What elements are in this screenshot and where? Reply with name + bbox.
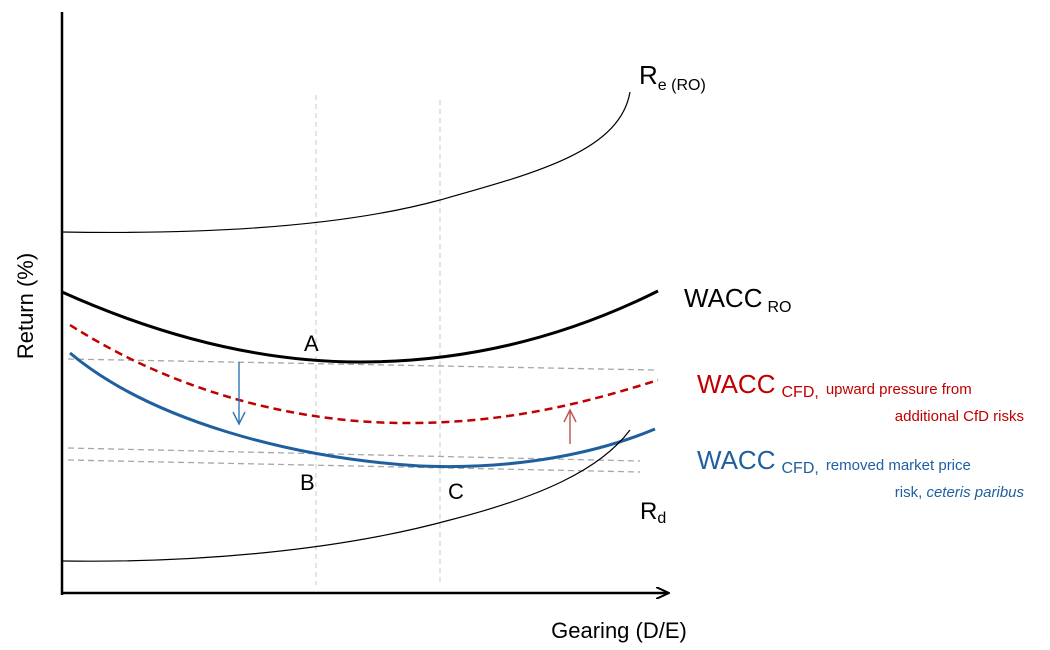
rd-label-sub: d [657, 510, 666, 527]
wacc-cfd-removed-label-sub: CFD, [781, 460, 818, 477]
re-ro-label-main: R [639, 60, 658, 90]
wacc-cfd-upward-note-1: upward pressure from [826, 381, 972, 398]
downward-arrow-icon [232, 362, 246, 426]
wacc-cfd-upward-label-main: WACC [697, 369, 775, 399]
wacc-ro-curve [61, 289, 659, 364]
rd-label: Rd [640, 498, 666, 527]
point-c-label: C [448, 479, 464, 504]
wacc-ro-label-sub: RO [767, 299, 791, 316]
upward-arrow-icon [563, 408, 577, 444]
re-ro-curve [61, 91, 631, 234]
wacc-cfd-upward-label-sub: CFD, [781, 384, 818, 401]
wacc-cfd-upward-curve [69, 323, 659, 425]
wacc-cfd-removed-note-2: risk, ceteris paribus [895, 484, 1025, 501]
wacc-cfd-removed-note-2b: ceteris paribus [926, 484, 1024, 501]
re-ro-label-sub: e (RO) [658, 77, 706, 94]
wacc-cfd-upward-label: WACC CFD, upward pressure from [697, 369, 972, 401]
dashed-reference-wacc-ro [67, 358, 656, 371]
dashed-reference-wacc-cfd-2 [67, 459, 641, 473]
y-axis-title: Return (%) [13, 253, 38, 359]
wacc-ro-label: WACC RO [684, 283, 791, 316]
point-b-label: B [300, 470, 315, 495]
rd-label-main: R [640, 498, 657, 525]
wacc-cfd-upward-note-2: additional CfD risks [895, 408, 1024, 425]
wacc-cfd-removed-label-main: WACC [697, 445, 775, 475]
wacc-cfd-removed-risk-curve [69, 351, 656, 469]
wacc-ro-label-main: WACC [684, 283, 762, 313]
point-a-label: A [304, 331, 319, 356]
dashed-reference-wacc-cfd-1 [67, 447, 641, 462]
x-axis-title: Gearing (D/E) [551, 618, 687, 643]
wacc-cfd-removed-note-2a: risk, [895, 484, 927, 501]
re-ro-label: Re (RO) [639, 60, 706, 94]
wacc-cfd-removed-note-1: removed market price [826, 457, 971, 474]
wacc-cfd-removed-label: WACC CFD, removed market price [697, 445, 971, 477]
rd-curve [61, 429, 631, 562]
